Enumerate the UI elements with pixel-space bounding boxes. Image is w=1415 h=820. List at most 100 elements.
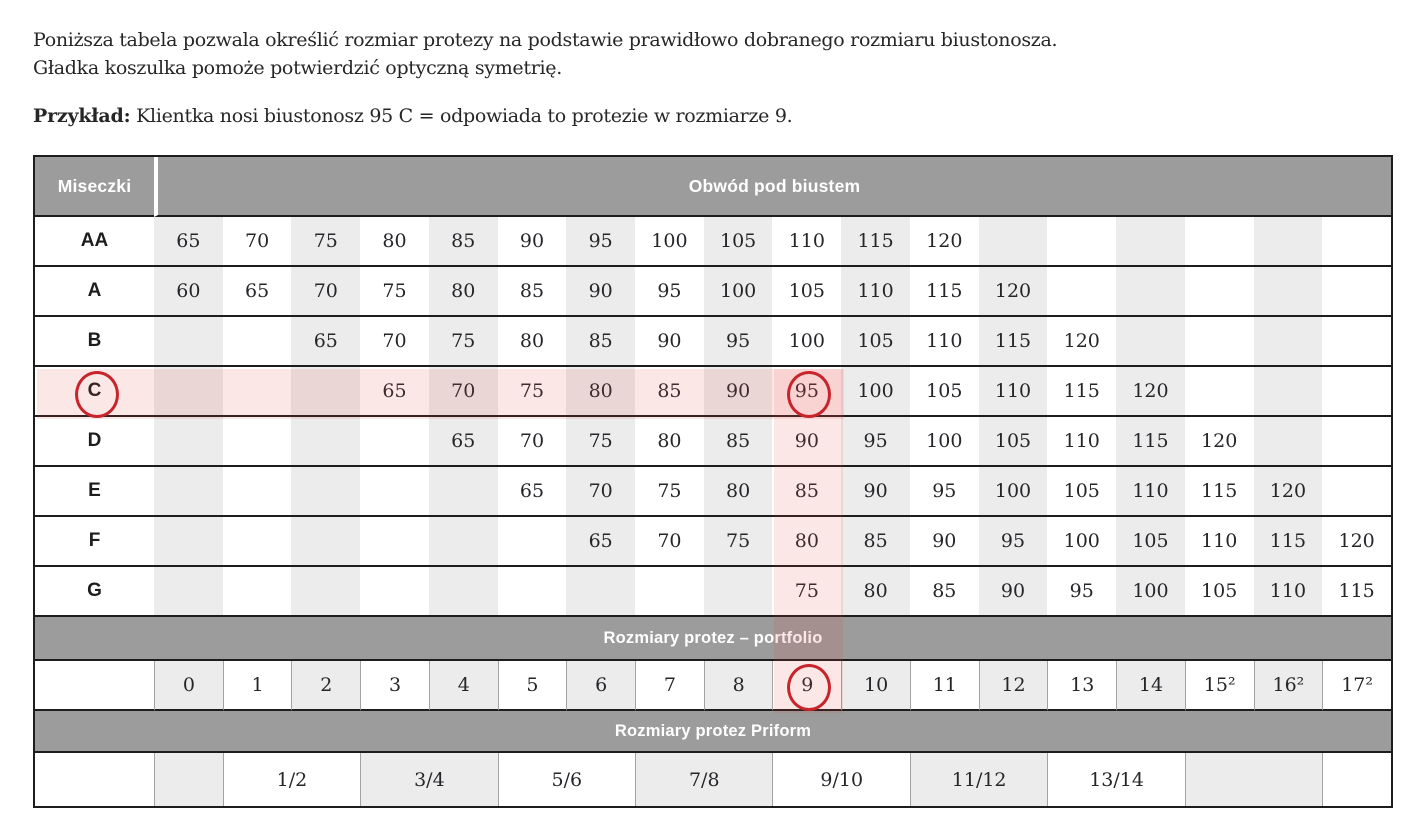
cell-G-col17: 110 (1253, 567, 1323, 617)
cell-G-col9 (703, 567, 773, 617)
cell-A-col14 (1047, 267, 1117, 317)
cell-D-col13: 105 (978, 417, 1048, 467)
cell-E-col2 (222, 467, 292, 517)
cell-A-col13: 120 (978, 267, 1048, 317)
cell-D-col17 (1253, 417, 1323, 467)
cell-AA-col13 (978, 217, 1048, 267)
cell-C-col3 (291, 367, 361, 417)
cell-E-col11: 90 (841, 467, 910, 517)
cup-row-label-G: G (35, 567, 154, 617)
cell-G-col13: 90 (978, 567, 1048, 617)
cell-F-col2 (222, 517, 292, 567)
intro-line-1: Poniższa tabela pozwala określić rozmiar… (33, 29, 1058, 51)
cell-G-col3 (291, 567, 361, 617)
cell-D-col5: 65 (428, 417, 498, 467)
cell-D-col11: 95 (841, 417, 910, 467)
cell-B-col16 (1184, 317, 1254, 367)
cell-G-col5 (428, 567, 498, 617)
cell-F-col1 (154, 517, 223, 567)
cell-G-col14: 95 (1047, 567, 1117, 617)
cell-E-col18 (1322, 467, 1391, 517)
cell-D-col1 (154, 417, 223, 467)
cell-A-col1: 60 (154, 267, 223, 317)
cell-C-col16 (1184, 367, 1254, 417)
portfolio-size-2: 2 (291, 661, 361, 711)
cell-B-col13: 115 (978, 317, 1048, 367)
portfolio-size-9: 9 (772, 661, 842, 711)
cell-AA-col8: 100 (635, 217, 704, 267)
portfolio-band-header: Rozmiary protez – portfolio (35, 617, 1391, 661)
cell-E-col13: 100 (978, 467, 1048, 517)
cell-A-col7: 90 (566, 267, 636, 317)
cell-F-col4 (360, 517, 429, 567)
cell-E-col15: 110 (1116, 467, 1185, 517)
portfolio-size-1: 1 (222, 661, 292, 711)
cell-A-col4: 75 (360, 267, 429, 317)
cell-AA-col1: 65 (154, 217, 223, 267)
cell-D-col10: 90 (772, 417, 842, 467)
cell-A-col2: 65 (222, 267, 292, 317)
cell-E-col1 (154, 467, 223, 517)
cell-F-col15: 105 (1116, 517, 1185, 567)
priform-size-5/6: 5/6 (497, 753, 635, 806)
cell-C-col14: 115 (1047, 367, 1117, 417)
cell-B-col1 (154, 317, 223, 367)
portfolio-size-17²: 17² (1322, 661, 1391, 711)
cell-AA-col12: 120 (909, 217, 979, 267)
cell-D-col2 (222, 417, 292, 467)
cell-A-col12: 115 (909, 267, 979, 317)
cell-C-col12: 105 (909, 367, 979, 417)
cell-A-col3: 70 (291, 267, 361, 317)
cell-B-col10: 100 (772, 317, 842, 367)
cell-A-col8: 95 (635, 267, 704, 317)
cell-F-col11: 85 (841, 517, 910, 567)
cell-E-col3 (291, 467, 361, 517)
cell-C-col4: 65 (360, 367, 429, 417)
cell-D-col3 (291, 417, 361, 467)
cell-F-col10: 80 (772, 517, 842, 567)
priform-size-7/8: 7/8 (635, 753, 773, 806)
cell-G-col6 (497, 567, 567, 617)
portfolio-size-3: 3 (360, 661, 429, 711)
cell-C-col6: 75 (497, 367, 567, 417)
cell-F-col5 (428, 517, 498, 567)
cell-B-col2 (222, 317, 292, 367)
portfolio-size-0: 0 (154, 661, 223, 711)
cell-AA-col4: 80 (360, 217, 429, 267)
cell-D-col18 (1322, 417, 1391, 467)
cell-AA-col3: 75 (291, 217, 361, 267)
cell-F-col13: 95 (978, 517, 1048, 567)
cell-A-col9: 100 (703, 267, 773, 317)
priform-empty-cell (1322, 753, 1391, 806)
cell-A-col6: 85 (497, 267, 567, 317)
cell-C-col10: 95 (772, 367, 842, 417)
cell-B-col9: 95 (703, 317, 773, 367)
portfolio-size-13: 13 (1047, 661, 1117, 711)
cell-E-col6: 65 (497, 467, 567, 517)
priform-size-3/4: 3/4 (360, 753, 498, 806)
portfolio-size-5: 5 (497, 661, 567, 711)
cell-B-col8: 90 (635, 317, 704, 367)
cell-G-col4 (360, 567, 429, 617)
cell-AA-col15 (1116, 217, 1185, 267)
portfolio-size-15²: 15² (1184, 661, 1254, 711)
cell-E-col9: 80 (703, 467, 773, 517)
portfolio-size-4: 4 (428, 661, 498, 711)
cell-A-col11: 110 (841, 267, 910, 317)
cell-D-col6: 70 (497, 417, 567, 467)
cell-A-col17 (1253, 267, 1323, 317)
cell-C-col18 (1322, 367, 1391, 417)
cell-AA-col18 (1322, 217, 1391, 267)
portfolio-size-12: 12 (978, 661, 1048, 711)
cell-C-col8: 85 (635, 367, 704, 417)
cell-D-col8: 80 (635, 417, 704, 467)
portfolio-size-16²: 16² (1253, 661, 1323, 711)
cup-row-label-C: C (35, 367, 154, 417)
example-text: Klientka nosi biustonosz 95 C = odpowiad… (130, 105, 793, 127)
cup-row-label-D: D (35, 417, 154, 467)
cell-D-col9: 85 (703, 417, 773, 467)
cell-F-col17: 115 (1253, 517, 1323, 567)
cell-B-col5: 75 (428, 317, 498, 367)
cell-AA-col14 (1047, 217, 1117, 267)
cell-E-col5 (428, 467, 498, 517)
